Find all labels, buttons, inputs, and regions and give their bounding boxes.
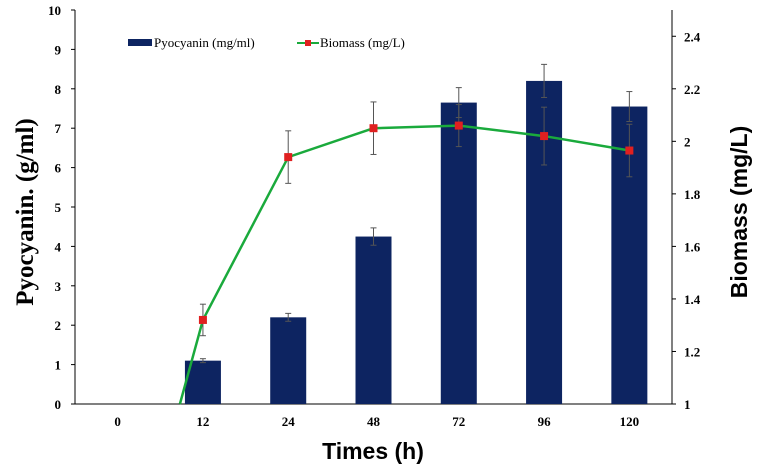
y-tick-left-label: 1 [55,358,62,373]
y-tick-right-label: 1.2 [684,344,700,359]
y-tick-left-label: 9 [55,42,62,57]
bar-pyocyanin [440,102,477,404]
biomass-point [540,132,549,141]
y-tick-left-label: 8 [55,82,62,97]
y-tick-left-label: 0 [55,397,62,412]
y-axis-label-left: Pyocyanin. (g/ml) [12,118,39,306]
legend-label-biomass: Biomass (mg/L) [320,35,405,50]
y-tick-right-label: 1.4 [684,292,701,307]
y-tick-left-label: 3 [55,279,62,294]
biomass-point [625,146,634,155]
legend-label-pyocyanin: Pyocyanin (mg/ml) [154,35,255,50]
x-tick-label: 0 [114,414,121,429]
y-axis-label-right: Biomass (mg/L) [726,126,752,299]
bar-pyocyanin [270,317,307,404]
x-tick-label: 72 [452,414,465,429]
y-tick-left-label: 2 [55,318,62,333]
bar-pyocyanin [355,236,392,404]
biomass-point [198,315,207,324]
x-tick-label: 24 [282,414,296,429]
y-tick-left-label: 6 [55,161,62,176]
y-tick-right-label: 1.6 [684,239,701,254]
y-tick-right-label: 1.8 [684,187,701,202]
y-tick-left-label: 7 [55,121,62,136]
y-tick-right-label: 2.2 [684,82,700,97]
y-tick-left-label: 10 [48,3,61,18]
legend-swatch-biomass-marker [305,40,311,46]
biomass-point [284,153,293,162]
biomass-point [369,124,378,133]
y-tick-right-label: 2 [684,134,691,149]
x-axis-label: Times (h) [322,438,424,464]
x-tick-label: 96 [538,414,552,429]
x-tick-label: 48 [367,414,381,429]
legend-swatch-pyocyanin [128,39,152,46]
biomass-line-series [178,101,634,405]
y-tick-right-label: 1 [684,397,691,412]
y-tick-left-label: 4 [55,239,62,254]
biomass-point [454,121,463,130]
x-tick-label: 120 [620,414,640,429]
pyocyanin-bars [184,63,648,405]
x-tick-label: 12 [196,414,209,429]
y-tick-right-label: 2.4 [684,29,701,44]
y-tick-left-label: 5 [55,200,62,215]
legend: Pyocyanin (mg/ml) Biomass (mg/L) [128,35,405,50]
